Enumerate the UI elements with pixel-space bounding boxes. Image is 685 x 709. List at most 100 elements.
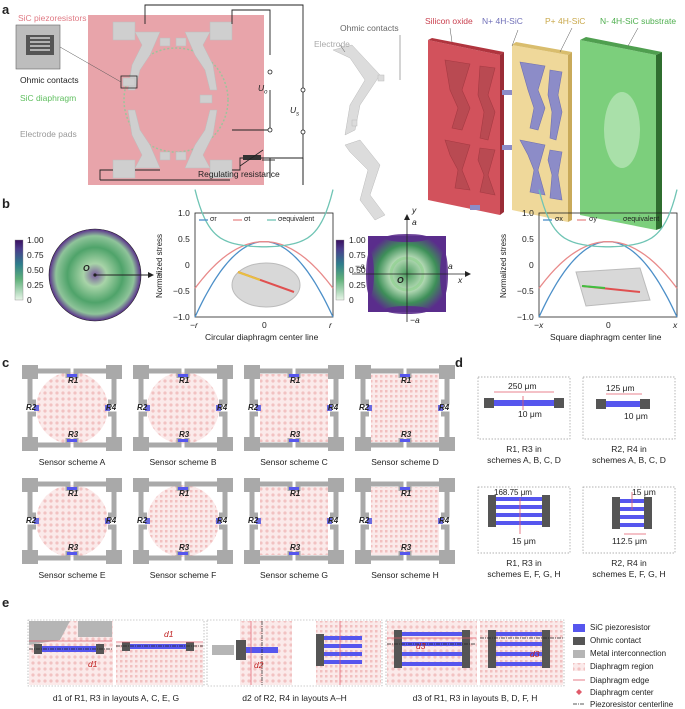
scheme-caption: Sensor scheme D (371, 457, 439, 467)
nminus-layer (580, 37, 662, 230)
chart2-xtick-2: x (673, 320, 678, 330)
electrode-pad (217, 365, 233, 379)
metal-interconnect (249, 481, 339, 561)
scheme-caption: Sensor scheme H (371, 570, 439, 580)
electrode-pad (244, 365, 260, 379)
resistor-r3 (178, 552, 188, 555)
label-r3: R3 (179, 430, 190, 439)
resistor-r1 (400, 374, 410, 377)
resistor-r1 (67, 374, 77, 377)
electrode-pad (355, 478, 371, 492)
electrode-pad (22, 550, 38, 564)
label-r1: R1 (179, 489, 190, 498)
resistor-r2 (145, 518, 150, 524)
label-silicon-oxide: Silicon oxide (425, 16, 473, 26)
sq-origin-label: O (397, 275, 404, 285)
circuit-terminals (267, 69, 306, 135)
electrode-pad (133, 478, 149, 492)
metal-interconnect (249, 368, 339, 448)
label-r3: R3 (68, 430, 79, 439)
electrode-pad (355, 437, 371, 451)
electrode-pad (22, 365, 38, 379)
electrode-layer (332, 44, 386, 221)
sq-a-right: a (448, 261, 453, 271)
label-r4: R4 (106, 403, 117, 412)
label-r3: R3 (179, 543, 190, 552)
d-box2-cap1: R2, R4 in (611, 444, 647, 454)
resistor-r4 (216, 518, 221, 524)
label-r2: R2 (26, 403, 37, 412)
resistor-r3 (289, 439, 299, 442)
cbar1-tick-0: 1.00 (27, 235, 44, 245)
label-r1: R1 (401, 489, 412, 498)
e-d2: d2 (254, 660, 264, 670)
diaphragm-region (260, 374, 328, 442)
electrode-pad (244, 550, 260, 564)
label-r2: R2 (248, 403, 259, 412)
legend-region: Diaphragm region (590, 662, 654, 671)
resistor-r2 (256, 405, 261, 411)
e-caption-1: d1 of R1, R3 in layouts A, C, E, G (52, 693, 180, 703)
chart1-legend-2: σequivalent (278, 216, 315, 223)
diaphragm-region (147, 485, 219, 557)
electrode-pad (439, 550, 455, 564)
chart2-ytick-0: 1.0 (522, 208, 534, 218)
sq-y-label: y (412, 205, 417, 215)
d-box3-cap1: R1, R3 in (506, 558, 542, 568)
chart2-xtick-0: −x (534, 320, 544, 330)
layer-leader-lines (339, 27, 639, 80)
d-box1-cap1: R1, R3 in (506, 444, 542, 454)
chart2-legend-2: σequivalent (623, 216, 660, 223)
resistor-r1 (289, 374, 299, 377)
electrode-pad (106, 437, 122, 451)
chart1-inset-disk (231, 262, 301, 308)
e-d1-right: d1 (164, 629, 174, 639)
resistor-r1 (178, 374, 188, 377)
e-d3-right: d3 (530, 649, 540, 659)
legend-center: Diaphragm center (590, 688, 654, 697)
resistor-r1 (400, 487, 410, 490)
label-r2: R2 (359, 516, 370, 525)
circ-origin-label: O (83, 263, 90, 273)
sq-neg-a-left: −a (355, 261, 365, 271)
label-nplus: N+ 4H-SiC (482, 16, 523, 26)
electrode-pad (244, 478, 260, 492)
resistor-r2 (256, 518, 261, 524)
resistor-r1 (178, 487, 188, 490)
chart1-legend-0: σr (210, 216, 217, 223)
diaphragm-region (36, 485, 108, 557)
nplus-layer (470, 90, 512, 210)
d-box4-dim1: 15 μm (632, 487, 656, 497)
electrode-pad (133, 365, 149, 379)
label-electrode: Electrode (314, 39, 350, 49)
resistor-r4 (438, 518, 443, 524)
d-box1-cap2: schemes A, B, C, D (487, 455, 561, 465)
resistor-r3 (400, 439, 410, 442)
d-box2-dim1: 125 μm (606, 383, 635, 393)
d-box4-dim2: 112.5 μm (612, 536, 647, 546)
label-regulating-resistance: Regulating resistance (198, 169, 280, 179)
diaphragm-region (36, 372, 108, 444)
cbar1-tick-1: 0.75 (27, 250, 44, 260)
chart2-ytick-1: 0.5 (522, 234, 534, 244)
cbar1-tick-4: 0 (27, 295, 32, 305)
electrode-pad (355, 365, 371, 379)
e-d3-left: d3 (416, 641, 426, 651)
cbar2-tick-4: 0 (349, 295, 354, 305)
metal-interconnect (138, 368, 228, 448)
resistor-r4 (438, 405, 443, 411)
label-nminus: N- 4H-SiC substrate (600, 16, 677, 26)
label-r4: R4 (106, 516, 117, 525)
label-r2: R2 (359, 403, 370, 412)
label-r1: R1 (68, 489, 79, 498)
resistor-r2 (34, 405, 39, 411)
scheme-caption: Sensor scheme G (259, 570, 329, 580)
electrode-pad (439, 478, 455, 492)
series-2-line (194, 240, 334, 289)
chart2-inset-plate (575, 267, 651, 307)
label-r1: R1 (179, 376, 190, 385)
electrode-pad (133, 437, 149, 451)
metal-interconnect (360, 481, 450, 561)
